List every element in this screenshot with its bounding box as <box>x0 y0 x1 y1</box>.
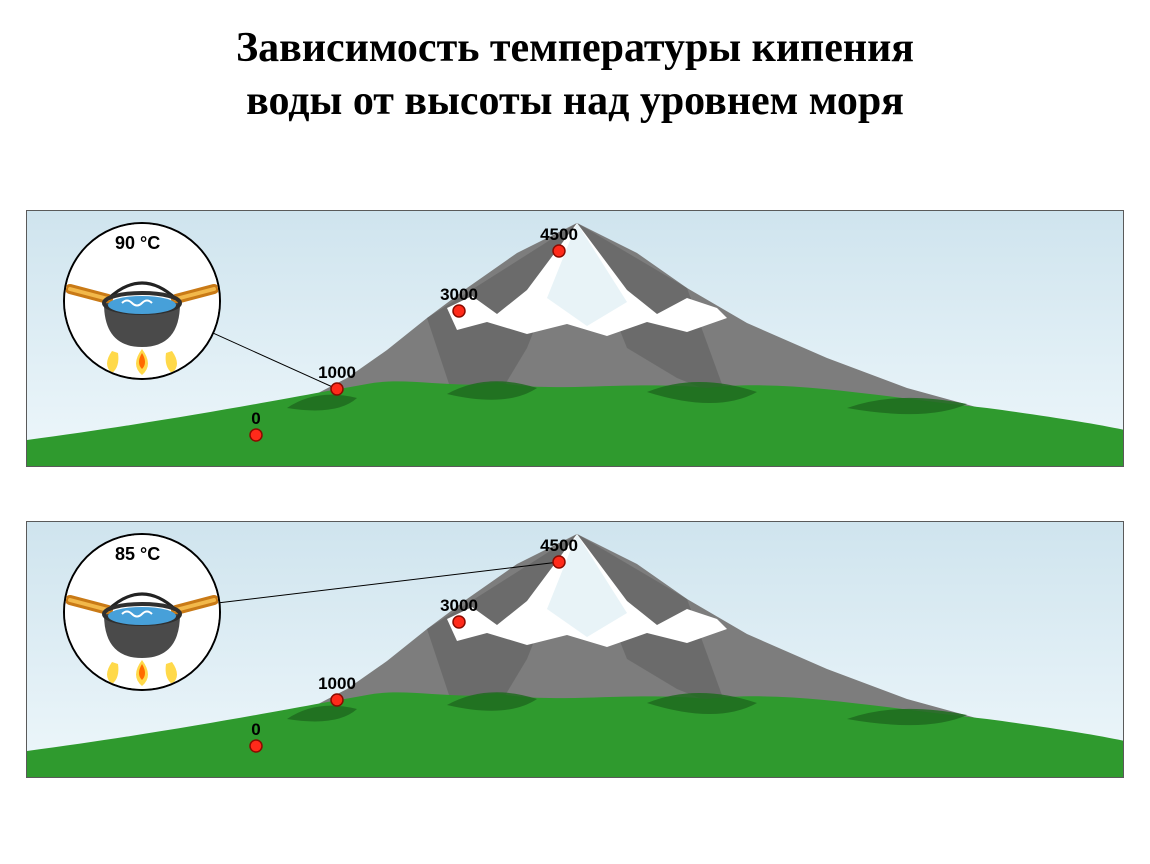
altitude-label: 3000 <box>440 596 478 616</box>
altitude-marker <box>453 616 465 628</box>
altitude-label: 4500 <box>540 225 578 245</box>
altitude-label: 0 <box>251 720 260 740</box>
altitude-marker <box>250 429 262 441</box>
altitude-label: 1000 <box>318 674 356 694</box>
boiling-temp-label: 85 °C <box>115 544 160 565</box>
altitude-label: 4500 <box>540 536 578 556</box>
altitude-marker <box>331 383 343 395</box>
title-line-1: Зависимость температуры кипения <box>236 25 914 71</box>
mountain-diagram <box>27 522 1124 778</box>
altitude-label: 3000 <box>440 285 478 305</box>
altitude-marker <box>553 556 565 568</box>
page-title: Зависимость температуры кипения воды от … <box>0 0 1150 127</box>
diagram-panel-1: 0 1000 3000 4500 85 °C <box>26 521 1124 778</box>
altitude-marker <box>453 305 465 317</box>
title-line-2: воды от высоты над уровнем моря <box>246 78 904 124</box>
altitude-label: 0 <box>251 409 260 429</box>
diagram-panel-0: 0 1000 3000 4500 90 °C <box>26 210 1124 467</box>
altitude-marker <box>250 740 262 752</box>
boiling-temp-label: 90 °C <box>115 233 160 254</box>
altitude-marker <box>553 245 565 257</box>
altitude-label: 1000 <box>318 363 356 383</box>
mountain-diagram <box>27 211 1124 467</box>
altitude-marker <box>331 694 343 706</box>
panels-container: 0 1000 3000 4500 90 °C 0 1000 3000 4500 85 °C <box>26 210 1124 832</box>
